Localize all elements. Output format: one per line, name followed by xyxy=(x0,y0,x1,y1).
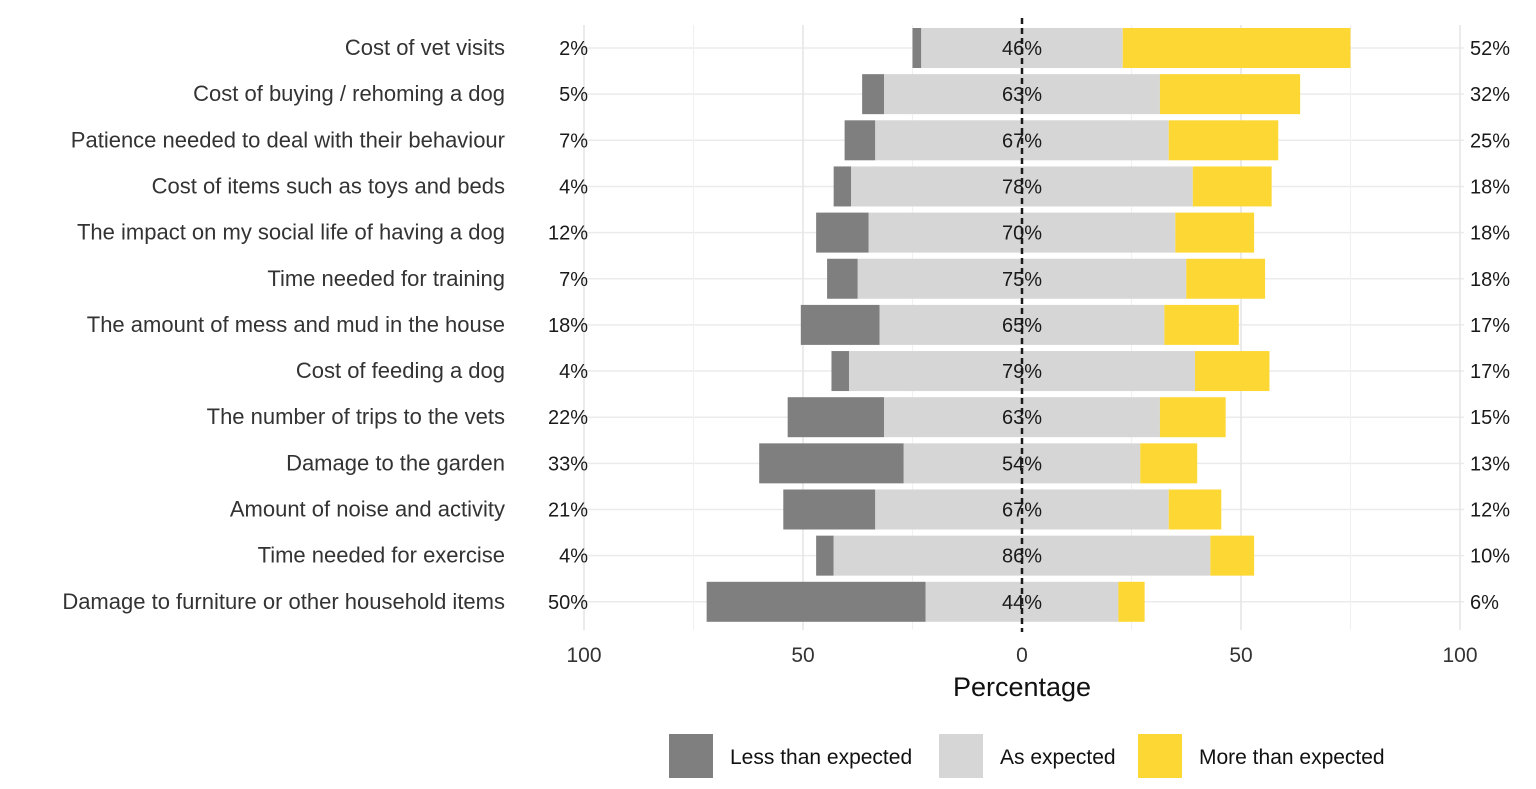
less-than-expected-pct-label: 4% xyxy=(559,546,588,568)
category-label: Damage to the garden xyxy=(286,450,505,475)
more-than-expected-pct-label: 25% xyxy=(1470,130,1510,152)
bar-more-than-expected xyxy=(1168,489,1222,530)
as-expected-pct-label: 86% xyxy=(1002,546,1042,568)
as-expected-pct-label: 78% xyxy=(1002,176,1042,198)
x-tick-label: 100 xyxy=(566,644,601,667)
category-label: Cost of feeding a dog xyxy=(296,358,505,383)
less-than-expected-pct-label: 7% xyxy=(559,130,588,152)
category-label: Time needed for training xyxy=(267,266,505,291)
as-expected-pct-label: 75% xyxy=(1002,269,1042,291)
less-than-expected-pct-label: 21% xyxy=(548,500,588,522)
bar-less-than-expected xyxy=(816,212,869,253)
bar-less-than-expected xyxy=(831,351,849,392)
category-label: Cost of buying / rehoming a dog xyxy=(193,81,505,106)
more-than-expected-pct-label: 17% xyxy=(1470,315,1510,337)
less-than-expected-pct-label: 12% xyxy=(548,223,588,245)
less-than-expected-pct-label: 33% xyxy=(548,453,588,475)
more-than-expected-pct-label: 6% xyxy=(1470,592,1499,614)
legend: Less than expected As expected More than e… xyxy=(669,734,1385,778)
more-than-expected-pct-label: 18% xyxy=(1470,223,1510,245)
less-than-expected-pct-label: 50% xyxy=(548,592,588,614)
more-than-expected-pct-label: 32% xyxy=(1470,84,1510,106)
bar-less-than-expected xyxy=(816,535,834,576)
more-than-expected-pct-label: 13% xyxy=(1470,453,1510,475)
x-tick-label: 50 xyxy=(791,644,814,667)
legend-label: Less than expected xyxy=(730,746,912,769)
more-than-expected-pct-label: 18% xyxy=(1470,176,1510,198)
as-expected-pct-label: 79% xyxy=(1002,361,1042,383)
less-than-expected-pct-label: 4% xyxy=(559,361,588,383)
as-expected-pct-label: 63% xyxy=(1002,407,1042,429)
bar-more-than-expected xyxy=(1159,74,1301,115)
legend-swatch xyxy=(1138,734,1182,778)
x-tick-label: 100 xyxy=(1442,644,1477,667)
bar-more-than-expected xyxy=(1210,535,1255,576)
as-expected-pct-label: 54% xyxy=(1002,453,1042,475)
more-than-expected-pct-label: 52% xyxy=(1470,38,1510,60)
bar-less-than-expected xyxy=(706,581,926,622)
legend-label: As expected xyxy=(1000,746,1116,769)
less-than-expected-pct-label: 4% xyxy=(559,176,588,198)
as-expected-pct-label: 65% xyxy=(1002,315,1042,337)
as-expected-pct-label: 44% xyxy=(1002,592,1042,614)
less-than-expected-pct-label: 7% xyxy=(559,269,588,291)
bar-less-than-expected xyxy=(912,28,922,68)
less-than-expected-pct-label: 5% xyxy=(559,84,588,106)
less-than-expected-pct-label: 22% xyxy=(548,407,588,429)
category-label: Amount of noise and activity xyxy=(230,497,505,522)
category-label: Time needed for exercise xyxy=(258,543,505,568)
x-tick-label: 50 xyxy=(1229,644,1252,667)
labels: Cost of vet visits 2% 46% 52% Cost of buying… xyxy=(62,35,1510,614)
bar-more-than-expected xyxy=(1186,258,1266,299)
bar-less-than-expected xyxy=(844,120,876,161)
bar-more-than-expected xyxy=(1118,581,1145,622)
as-expected-pct-label: 63% xyxy=(1002,84,1042,106)
bar-less-than-expected xyxy=(759,443,904,484)
category-label: The amount of mess and mud in the house xyxy=(87,312,505,337)
bar-less-than-expected xyxy=(783,489,876,530)
x-axis: 100 50 0 50 100 Percentage xyxy=(566,644,1477,702)
bar-more-than-expected xyxy=(1159,397,1226,438)
less-than-expected-pct-label: 18% xyxy=(548,315,588,337)
bar-more-than-expected xyxy=(1192,166,1272,207)
legend-label: More than expected xyxy=(1199,746,1385,769)
as-expected-pct-label: 70% xyxy=(1002,223,1042,245)
category-label: Damage to furniture or other household i… xyxy=(62,589,505,614)
bar-less-than-expected xyxy=(787,397,885,438)
category-label: The impact on my social life of having a… xyxy=(77,220,505,245)
bar-more-than-expected xyxy=(1195,351,1270,392)
bar-less-than-expected xyxy=(800,304,880,345)
category-label: Cost of vet visits xyxy=(345,35,505,60)
more-than-expected-pct-label: 17% xyxy=(1470,361,1510,383)
as-expected-pct-label: 67% xyxy=(1002,130,1042,152)
category-label: The number of trips to the vets xyxy=(207,404,505,429)
more-than-expected-pct-label: 12% xyxy=(1470,500,1510,522)
x-tick-label: 0 xyxy=(1016,644,1028,667)
more-than-expected-pct-label: 10% xyxy=(1470,546,1510,568)
bar-more-than-expected xyxy=(1140,443,1198,484)
category-label: Patience needed to deal with their behav… xyxy=(71,127,505,152)
bar-less-than-expected xyxy=(862,74,885,115)
bar-more-than-expected xyxy=(1175,212,1255,253)
bar-more-than-expected xyxy=(1164,304,1239,345)
legend-swatch xyxy=(669,734,713,778)
as-expected-pct-label: 46% xyxy=(1002,38,1042,60)
bar-less-than-expected xyxy=(827,258,858,299)
bar-more-than-expected xyxy=(1168,120,1279,161)
bar-more-than-expected xyxy=(1122,28,1351,68)
legend-swatch xyxy=(939,734,983,778)
x-axis-title: Percentage xyxy=(953,672,1091,702)
more-than-expected-pct-label: 15% xyxy=(1470,407,1510,429)
bar-less-than-expected xyxy=(833,166,852,207)
less-than-expected-pct-label: 2% xyxy=(559,38,588,60)
as-expected-pct-label: 67% xyxy=(1002,500,1042,522)
more-than-expected-pct-label: 18% xyxy=(1470,269,1510,291)
category-label: Cost of items such as toys and beds xyxy=(152,173,505,198)
